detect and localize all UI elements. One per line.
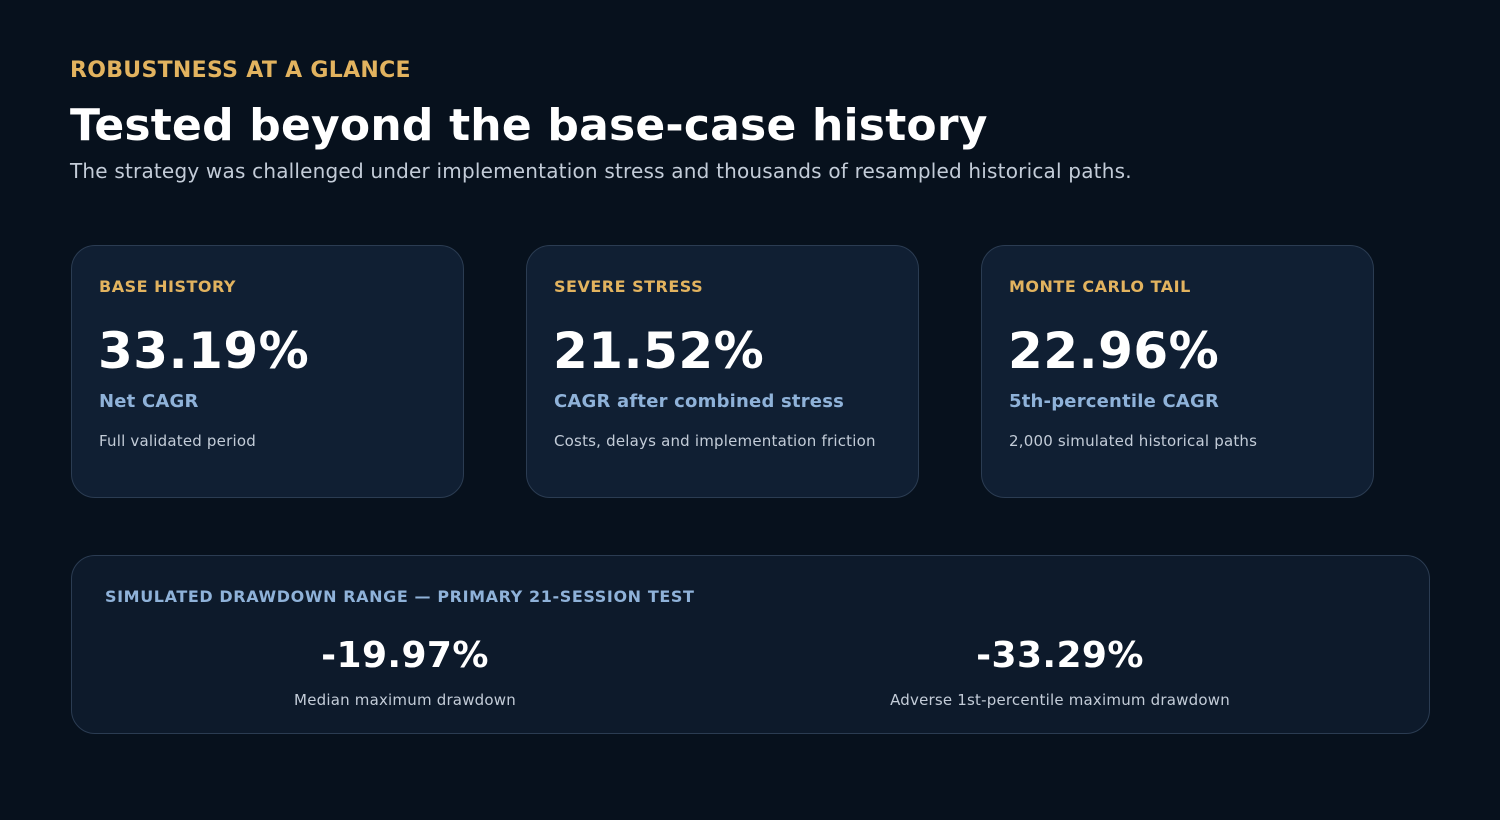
adverse-drawdown-stat: -33.29% Adverse 1st-percentile maximum d… <box>810 634 1310 709</box>
card-note: Costs, delays and implementation frictio… <box>554 432 876 450</box>
card-label: SEVERE STRESS <box>554 277 704 296</box>
card-monte-carlo-tail: MONTE CARLO TAIL 22.96% 5th-percentile C… <box>981 245 1374 498</box>
card-note: Full validated period <box>99 432 256 450</box>
stat-caption: Median maximum drawdown <box>294 691 516 709</box>
median-drawdown-stat: -19.97% Median maximum drawdown <box>155 634 655 709</box>
stat-caption: Adverse 1st-percentile maximum drawdown <box>890 691 1230 709</box>
card-severe-stress: SEVERE STRESS 21.52% CAGR after combined… <box>526 245 919 498</box>
drawdown-range-title: SIMULATED DRAWDOWN RANGE — PRIMARY 21-SE… <box>105 587 695 606</box>
card-note: 2,000 simulated historical paths <box>1009 432 1258 450</box>
card-value: 21.52% <box>553 322 765 380</box>
stat-value: -33.29% <box>976 635 1144 676</box>
page-subtitle: The strategy was challenged under implem… <box>70 159 1132 183</box>
card-metric: CAGR after combined stress <box>554 391 845 412</box>
card-metric: 5th-percentile CAGR <box>1009 391 1220 412</box>
card-base-history: BASE HISTORY 33.19% Net CAGR Full valida… <box>71 245 464 498</box>
card-value: 22.96% <box>1008 322 1220 380</box>
stat-value: -19.97% <box>321 635 489 676</box>
card-metric: Net CAGR <box>99 391 199 412</box>
card-label: BASE HISTORY <box>99 277 237 296</box>
drawdown-range-panel: SIMULATED DRAWDOWN RANGE — PRIMARY 21-SE… <box>71 555 1430 734</box>
card-label: MONTE CARLO TAIL <box>1009 277 1191 296</box>
section-eyebrow: ROBUSTNESS AT A GLANCE <box>70 58 411 83</box>
card-value: 33.19% <box>98 322 310 380</box>
page-title: Tested beyond the base-case history <box>70 100 988 151</box>
